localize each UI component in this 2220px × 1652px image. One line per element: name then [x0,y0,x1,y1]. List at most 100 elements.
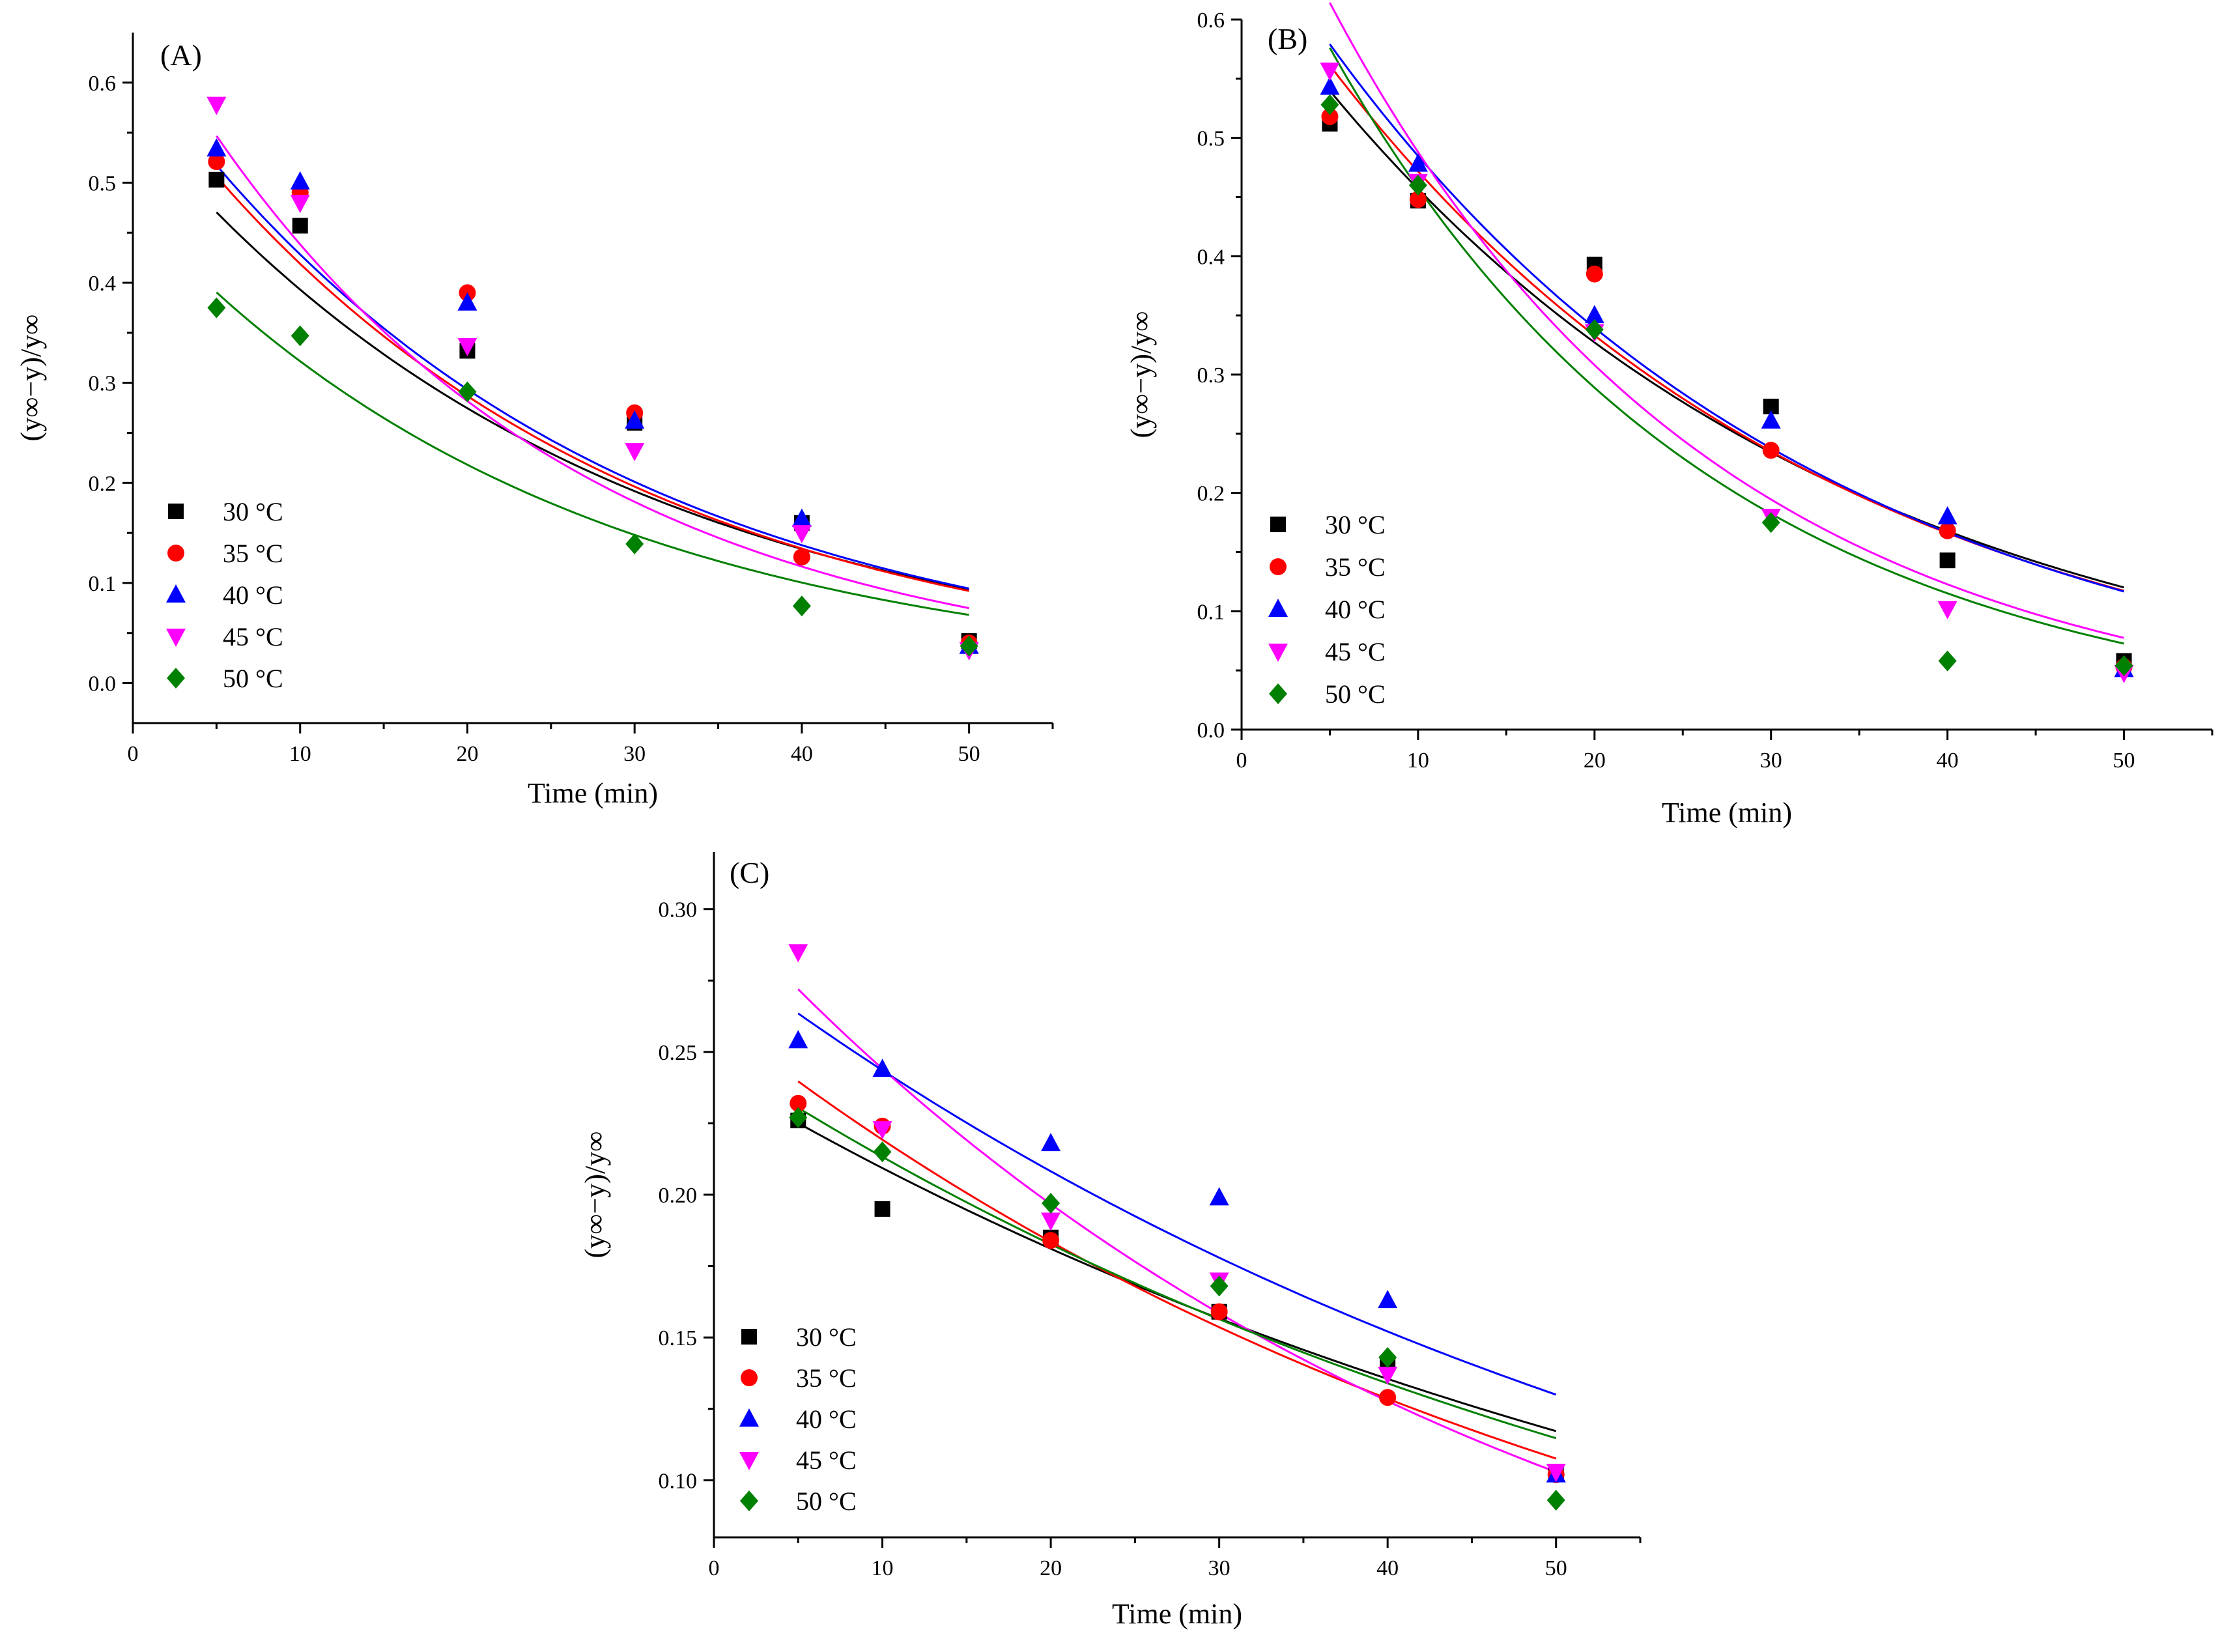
data-point-series-5 [789,1107,808,1128]
y-tick-label: 0.15 [659,1326,698,1350]
x-tick-label: 50 [2113,748,2135,773]
panel-label: (B) [1268,22,1307,55]
legend-label: 40 °C [796,1404,857,1434]
x-tick-label: 50 [1545,1556,1567,1580]
panel-c: 0 10 20 30 40 50 0.10 0.15 0.20 0.25 0.30 Time (min… [579,852,1642,1630]
legend-marker-series-3 [739,1408,759,1427]
legend-marker-series-1 [741,1329,757,1345]
y-tick-label: 0.1 [1197,600,1225,624]
fit-curve-series-2 [797,1080,1557,1460]
panel-label: (C) [730,856,769,889]
y-tick-label: 0.3 [1197,363,1225,388]
data-point-series-2 [1379,1389,1397,1406]
legend-marker-series-3 [1268,599,1288,617]
data-point-series-4 [1937,601,1957,620]
data-point-series-4 [206,96,227,115]
legend-marker-series-5 [1269,683,1287,704]
data-point-series-5 [291,325,309,347]
data-point-series-3 [791,508,812,527]
data-point-series-4 [872,1121,892,1140]
data-point-series-5 [1042,1193,1060,1214]
data-point-series-4 [1041,1212,1061,1231]
legend-marker-series-4 [1268,644,1288,662]
data-point-series-1 [208,171,225,188]
legend-marker-series-3 [166,584,186,603]
y-tick-label: 0.4 [1197,245,1225,269]
legend-label: 45 °C [223,622,283,651]
y-axis-title: (y∞−y)/y∞ [1125,311,1157,438]
data-point-series-3 [625,410,645,429]
panel-b: 0 10 20 30 40 50 0.0 0.1 0.2 0.3 0.4 0.5 0.6 Time (mi… [1125,2,2213,829]
legend-marker-series-2 [167,545,184,562]
legend-marker-series-2 [741,1369,758,1386]
data-point-series-5 [1546,1490,1565,1511]
data-point-series-1 [874,1201,890,1217]
data-point-series-5 [1938,650,1957,672]
legend-label: 45 °C [796,1445,857,1475]
legend-label: 50 °C [796,1487,857,1516]
y-tick-label: 0.4 [89,272,117,296]
legend-label: 45 °C [1325,637,1386,666]
data-point-series-2 [208,153,225,171]
data-point-series-5 [792,595,811,617]
data-point-series-3 [788,1030,808,1049]
fit-curve-series-1 [216,211,969,591]
data-point-series-4 [1320,63,1340,81]
data-point-series-3 [1209,1187,1229,1206]
y-tick-label: 0.5 [89,171,117,195]
data-point-series-4 [290,195,310,214]
data-point-series-1 [1939,552,1956,569]
data-point-series-3 [290,171,310,190]
panel-a: 0 10 20 30 40 50 0.0 0.1 0.2 0.3 0.4 0.5 0.6 Time (mi… [15,33,1054,809]
data-point-series-4 [625,443,645,462]
y-tick-label: 0.2 [89,472,117,496]
x-axis-title: Time (min) [1112,1598,1242,1630]
x-tick-label: 30 [1760,748,1782,773]
data-point-series-5 [1378,1346,1397,1368]
x-tick-label: 40 [791,742,813,766]
legend-label: 35 °C [1325,552,1386,582]
data-point-series-5 [1408,175,1427,196]
legend-marker-series-4 [739,1452,759,1470]
data-point-series-4 [1546,1464,1566,1483]
fit-curve-series-4 [797,988,1557,1474]
legend-label: 30 °C [1325,510,1386,539]
data-point-series-3 [206,138,227,157]
y-tick-label: 0.5 [1197,127,1225,151]
legend-marker-series-4 [166,629,186,647]
legend-label: 35 °C [223,539,283,568]
fit-curve-series-2 [216,175,969,592]
fit-curve-series-5 [1329,47,2124,645]
data-point-series-2 [1939,522,1956,539]
x-tick-label: 10 [1407,748,1429,773]
legend-label: 30 °C [223,497,283,526]
data-point-series-5 [207,297,226,319]
fit-curve-series-5 [216,291,969,616]
data-point-series-3 [1320,76,1340,95]
fit-curve-series-4 [1329,2,2124,639]
legend-marker-series-1 [168,504,184,519]
fit-curve-series-5 [797,1107,1557,1440]
fit-curve-series-3 [797,1012,1557,1396]
fit-curve-series-3 [1329,44,2124,593]
y-axis-title: (y∞−y)/y∞ [15,314,47,441]
legend-marker-series-2 [1270,558,1287,575]
data-point-series-2 [1321,107,1339,125]
y-tick-label: 0.25 [659,1041,698,1065]
panel-label: (A) [160,38,202,72]
fit-curve-series-1 [797,1122,1557,1432]
data-point-series-5 [960,635,978,657]
data-point-series-5 [2114,655,2133,676]
x-tick-label: 50 [958,742,980,766]
fit-curve-series-2 [1329,64,2124,592]
legend-label: 40 °C [223,580,283,610]
data-point-series-3 [1761,410,1781,429]
data-point-series-5 [1761,512,1780,534]
legend-label: 50 °C [1325,679,1386,709]
data-point-series-4 [457,337,477,356]
y-axis-title: (y∞−y)/y∞ [579,1131,611,1258]
data-point-series-4 [788,944,808,963]
data-point-series-3 [457,292,477,311]
data-point-series-2 [1586,265,1603,283]
